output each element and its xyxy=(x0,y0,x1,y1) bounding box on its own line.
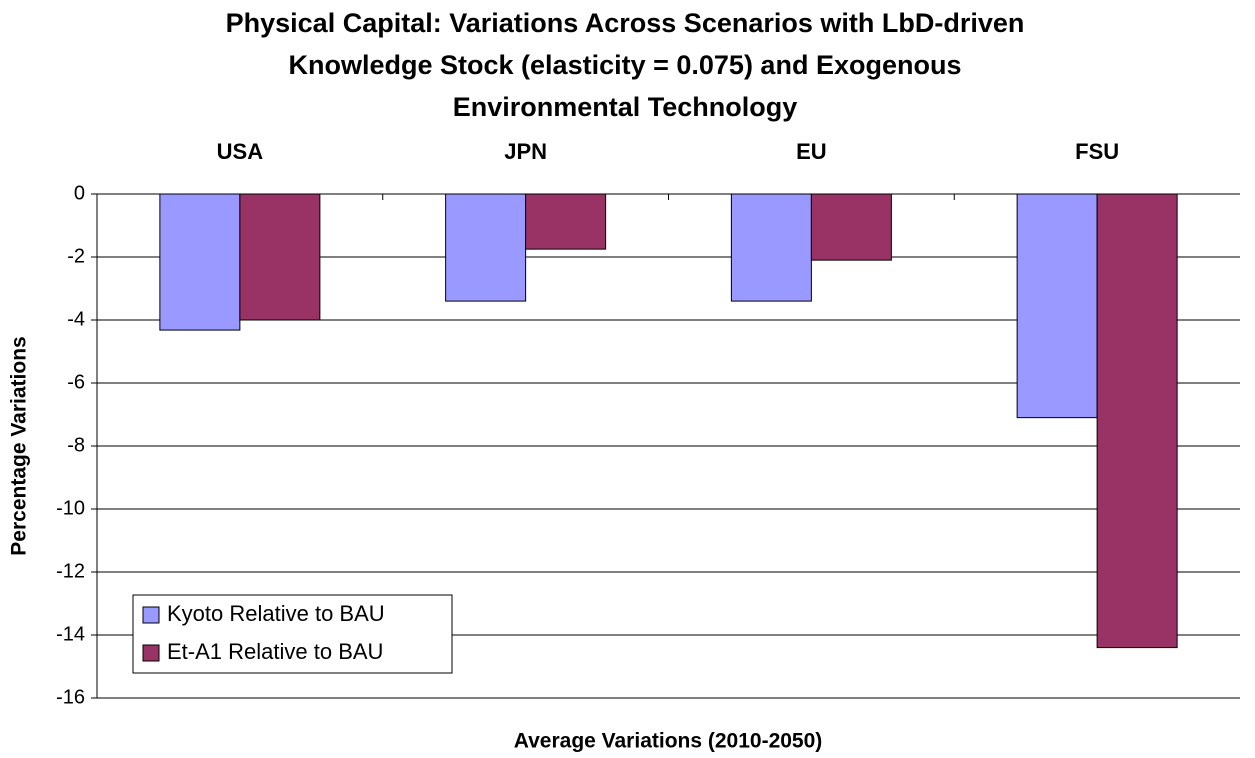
y-axis-label: Percentage Variations xyxy=(8,336,31,555)
bar xyxy=(159,193,241,331)
legend-label: Et-A1 Relative to BAU xyxy=(167,639,383,664)
y-tick-label: -16 xyxy=(56,686,85,708)
x-axis-label: Average Variations (2010-2050) xyxy=(514,730,823,753)
legend-box xyxy=(132,594,453,674)
y-tick-label: -12 xyxy=(56,560,85,582)
legend-swatch xyxy=(142,606,160,624)
bar xyxy=(525,193,607,250)
bar xyxy=(445,193,527,302)
y-tick-label: -8 xyxy=(67,434,85,456)
chart-title: Physical Capital: Variations Across Scen… xyxy=(226,8,1025,38)
bar xyxy=(730,193,812,302)
x-tick-label: EU xyxy=(796,139,827,164)
legend-label: Kyoto Relative to BAU xyxy=(167,601,385,626)
bar xyxy=(810,193,892,261)
y-tick-label: -14 xyxy=(56,623,85,645)
legend-swatch xyxy=(142,644,160,662)
bar xyxy=(239,193,321,321)
bar xyxy=(1016,193,1098,419)
chart-title: Knowledge Stock (elasticity = 0.075) and… xyxy=(289,50,962,80)
x-tick-label: FSU xyxy=(1075,139,1119,164)
y-tick-label: 0 xyxy=(74,182,85,204)
y-tick-label: -6 xyxy=(67,371,85,393)
y-tick-label: -2 xyxy=(67,245,85,267)
y-tick-label: -4 xyxy=(67,308,85,330)
chart-title: Environmental Technology xyxy=(453,92,798,122)
x-tick-label: USA xyxy=(217,139,264,164)
x-tick-label: JPN xyxy=(504,139,547,164)
y-tick-label: -10 xyxy=(56,497,85,519)
bar xyxy=(1096,193,1178,649)
